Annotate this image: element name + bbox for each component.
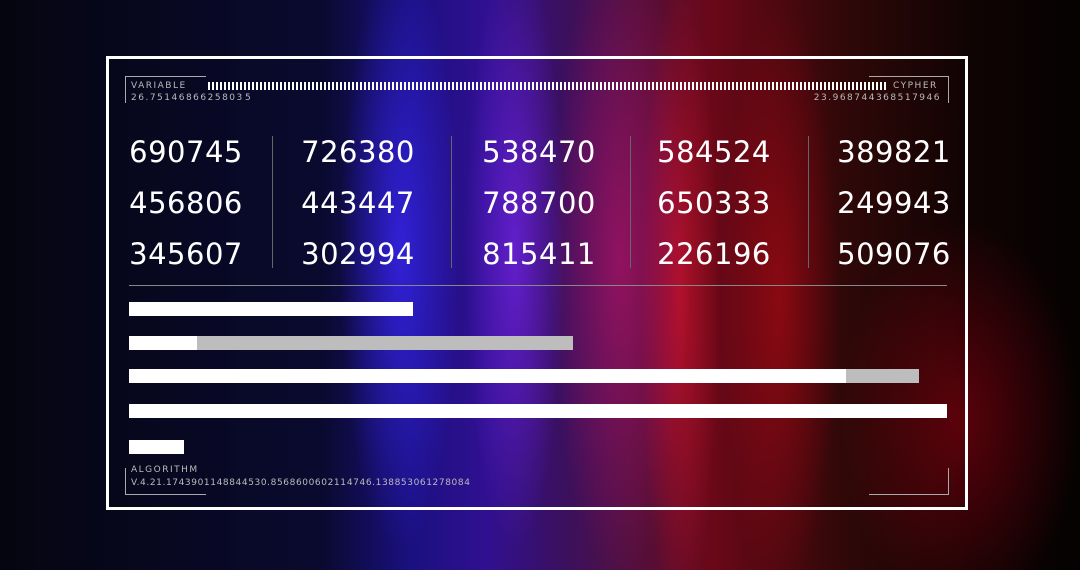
algorithm-label: ALGORITHM (131, 465, 199, 475)
grid-value: 788700 (482, 186, 596, 220)
corner-top-left (125, 76, 206, 103)
grid-value: 226196 (657, 237, 771, 271)
corner-bottom-right (869, 468, 949, 495)
progress-bar (129, 404, 947, 418)
cypher-value: 23.968744368517946 (813, 93, 941, 103)
corner-bottom-left (125, 468, 206, 495)
grid-value: 456806 (129, 186, 243, 220)
grid-value: 584524 (657, 135, 771, 169)
grid-value: 389821 (837, 135, 951, 169)
variable-label: VARIABLE (131, 81, 187, 91)
divider (451, 136, 452, 268)
cypher-label: CYPHER (893, 81, 938, 91)
hud-frame (106, 56, 968, 510)
grid-value: 249943 (837, 186, 951, 220)
progress-bar (129, 302, 947, 316)
bar-secondary-fill (129, 336, 574, 350)
bar-primary-fill (129, 404, 947, 418)
grid-value: 345607 (129, 237, 243, 271)
algorithm-value: V.4.21.1743901148844530.856860060211 474… (131, 478, 471, 488)
divider (630, 136, 631, 268)
grid-value: 815411 (482, 237, 596, 271)
grid-value: 509076 (837, 237, 951, 271)
divider (272, 136, 273, 268)
variable-value: 26.7514686625803 5 (131, 93, 253, 103)
bar-primary-fill (129, 440, 184, 454)
divider (808, 136, 809, 268)
progress-bar (129, 336, 947, 350)
grid-value: 650333 (657, 186, 771, 220)
grid-value: 538470 (482, 135, 596, 169)
progress-bar (129, 369, 947, 383)
bar-primary-fill (129, 336, 197, 350)
grid-value: 726380 (301, 135, 415, 169)
corner-top-right (869, 76, 949, 103)
grid-value: 443447 (301, 186, 415, 220)
progress-bar (129, 440, 947, 454)
bar-primary-fill (129, 369, 847, 383)
grid-value: 302994 (301, 237, 415, 271)
tick-strip (208, 82, 886, 90)
grid-value: 690745 (129, 135, 243, 169)
separator (129, 285, 947, 286)
bar-primary-fill (129, 302, 413, 316)
